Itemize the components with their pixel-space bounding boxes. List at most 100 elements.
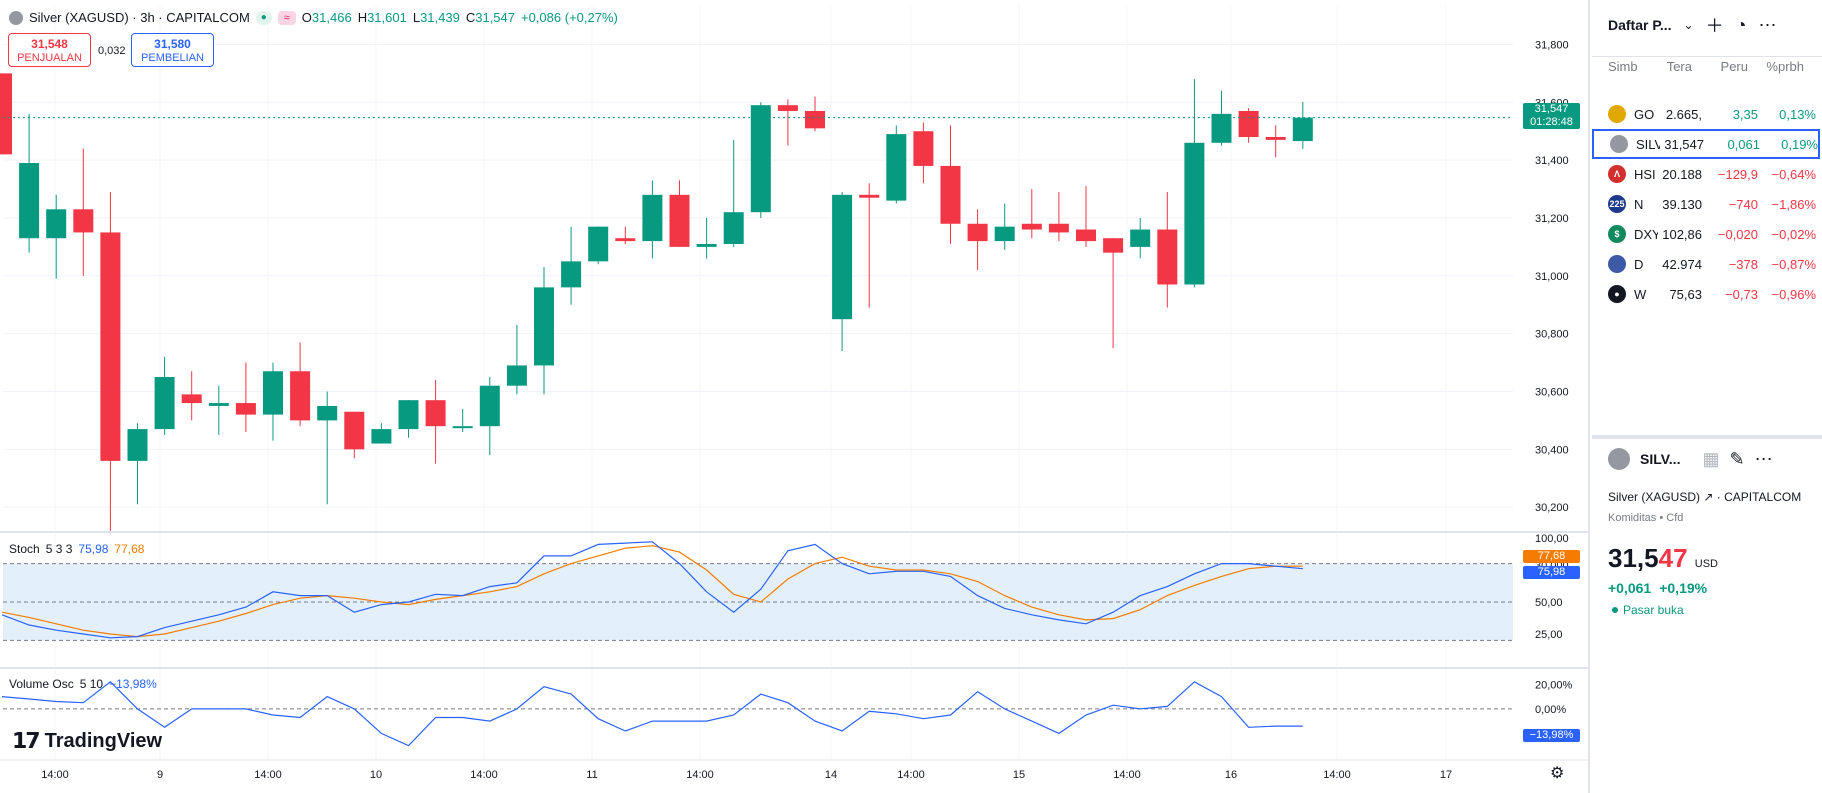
symbol-title[interactable]: Silver (XAGUSD) · 3h · CAPITALCOM — [29, 10, 250, 25]
stoch-k-line — [1, 541, 1303, 639]
watchlist-last: 2.665, — [1665, 106, 1702, 122]
watchlist-last: 20.188 — [1662, 166, 1702, 182]
candle-up — [642, 194, 663, 242]
watchlist-row[interactable]: ● W 75,63 −0,73 −0,96% — [1592, 279, 1820, 309]
candle-down — [940, 165, 961, 224]
price-axis-label: 30,600 — [1535, 386, 1569, 398]
volume-osc-line — [1, 681, 1303, 747]
chart-canvas[interactable]: 31,80031,60031,40031,20031,00030,80030,6… — [0, 0, 1590, 793]
watchlist-change-pct: −0,02% — [1771, 226, 1816, 242]
chevron-down-icon[interactable]: ⌄ — [1683, 18, 1694, 32]
advanced-view-icon[interactable]: ◔ — [1735, 14, 1747, 35]
symbol-legend[interactable]: Silver (XAGUSD) · 3h · CAPITALCOM ● ≈ O3… — [9, 10, 618, 25]
candle-up — [154, 377, 175, 430]
buy-price: 31,580 — [154, 37, 191, 51]
col-symbol[interactable]: Simb — [1608, 59, 1638, 74]
more-icon[interactable]: ⋯ — [1758, 14, 1777, 35]
stoch-label: Stoch — [9, 542, 40, 556]
watchlist-symbol: W — [1634, 286, 1647, 302]
time-axis-label: 14:00 — [41, 769, 69, 781]
stoch-axis-label: 50,00 — [1535, 597, 1563, 609]
buy-button[interactable]: 31,580 PEMBELIAN — [131, 33, 214, 67]
volume-osc-tag: −13,98% — [1523, 729, 1580, 742]
candle-down — [1238, 110, 1259, 137]
watchlist-change-pct: −1,86% — [1771, 196, 1816, 212]
watchlist-change: −0,73 — [1725, 286, 1758, 302]
stoch-params: 5 3 3 — [45, 542, 73, 556]
details-price-main: 31,5 — [1608, 543, 1659, 573]
col-last[interactable]: Tera — [1666, 59, 1692, 74]
watchlist-row[interactable]: GO 2.665, 3,35 0,13% — [1592, 99, 1820, 129]
last-price-value: 31,547 — [1534, 103, 1569, 115]
candle-up — [750, 105, 771, 213]
price-axis-label: 30,400 — [1535, 444, 1569, 456]
candle-down — [181, 394, 202, 404]
add-symbol-icon[interactable]: ＋ — [1705, 16, 1724, 36]
details-symbol-line: Silver (XAGUSD) ↗ · CAPITALCOM — [1608, 490, 1801, 504]
stoch-k-value: 75,98 — [78, 542, 109, 556]
panel-divider[interactable] — [1592, 435, 1822, 439]
details-price: 31,547 USD — [1608, 543, 1718, 574]
watchlist-row[interactable]: 225 N 39.130 −740 −1,86% — [1592, 189, 1820, 219]
hsi-icon: Λ — [1608, 165, 1626, 183]
watchlist-header: Daftar P... ⌄ ＋ ◔ ⋯ — [1608, 10, 1814, 40]
silver-icon — [1608, 448, 1630, 470]
watchlist-row[interactable]: Λ HSI 20.188 −129,9 −0,64% — [1592, 159, 1820, 189]
edit-icon[interactable]: ✎ — [1729, 448, 1745, 469]
candle-down — [425, 400, 446, 427]
volume-osc-legend[interactable]: Volume Osc 5 10 −13,98% — [9, 677, 157, 691]
spread-value: 0,032 — [98, 45, 126, 57]
watchlist-columns: Simb Tera Peru %prbh — [1592, 56, 1822, 74]
chart-pane[interactable]: 31,80031,60031,40031,20031,00030,80030,6… — [0, 0, 1590, 793]
col-change-pct[interactable]: %prbh — [1766, 59, 1804, 74]
details-exchange: · CAPITALCOM — [1716, 490, 1802, 504]
candle-up — [994, 226, 1015, 242]
candle-down — [73, 209, 94, 233]
details-change: +0,061 +0,19% — [1608, 580, 1707, 596]
stoch-axis-label: 25,00 — [1535, 629, 1563, 641]
details-title[interactable]: SILV... — [1640, 451, 1681, 467]
time-axis-label: 14:00 — [686, 769, 714, 781]
candle-up — [127, 429, 148, 461]
more-icon[interactable]: ⋯ — [1754, 448, 1773, 469]
candle-down — [100, 232, 121, 461]
bar-countdown: 01:28:48 — [1530, 116, 1573, 128]
stoch-legend[interactable]: Stoch 5 3 3 75,98 77,68 — [9, 542, 144, 556]
ohlc-close: C31,547 — [465, 10, 515, 25]
details-full-name[interactable]: Silver (XAGUSD) — [1608, 490, 1701, 504]
watchlist-change-pct: −0,96% — [1771, 286, 1816, 302]
watchlist-symbol: SILV — [1636, 136, 1660, 152]
candle-down — [235, 403, 256, 415]
watchlist-row[interactable]: $ DXY 102,86 −0,020 −0,02% — [1592, 219, 1820, 249]
watchlist-change: −129,9 — [1717, 166, 1758, 182]
details-change-abs: +0,061 — [1608, 580, 1652, 596]
watchlist-change-pct: 0,19% — [1781, 136, 1818, 152]
watchlist-symbol: DXY — [1634, 226, 1658, 242]
candle-up — [1211, 113, 1232, 143]
time-axis-label: 15 — [1013, 769, 1025, 781]
watchlist-row[interactable]: D 42.974 −378 −0,87% — [1592, 249, 1820, 279]
watchlist-title[interactable]: Daftar P... — [1608, 17, 1672, 33]
candle-down — [1048, 223, 1069, 233]
candle-up — [1130, 229, 1151, 247]
sell-button[interactable]: 31,548 PENJUALAN — [8, 33, 91, 67]
candle-up — [479, 385, 500, 427]
time-axis-label: 10 — [370, 769, 382, 781]
tradingview-logo-icon: 𝟭𝟳 — [12, 728, 41, 753]
layout-grid-icon[interactable]: ▦ — [1702, 448, 1720, 469]
stoch-k-tag: 75,98 — [1523, 566, 1580, 579]
candle-up — [534, 287, 554, 366]
candle-down — [859, 194, 880, 198]
gear-icon[interactable]: ⚙ — [1550, 765, 1565, 782]
candle-down — [1021, 223, 1042, 230]
tradingview-logo[interactable]: 𝟭𝟳 TradingView — [12, 728, 162, 754]
us-flag-icon — [1608, 255, 1626, 273]
time-axis-label: 14:00 — [470, 769, 498, 781]
col-change[interactable]: Peru — [1720, 59, 1748, 74]
external-link-icon[interactable]: ↗ — [1703, 490, 1714, 504]
candle-down — [777, 105, 798, 111]
watchlist-row[interactable]: SILV 31,547 0,061 0,19% — [1592, 129, 1820, 159]
watchlist-symbol: HSI — [1634, 166, 1656, 182]
details-header: SILV... ▦ ✎ ⋯ — [1608, 448, 1813, 470]
